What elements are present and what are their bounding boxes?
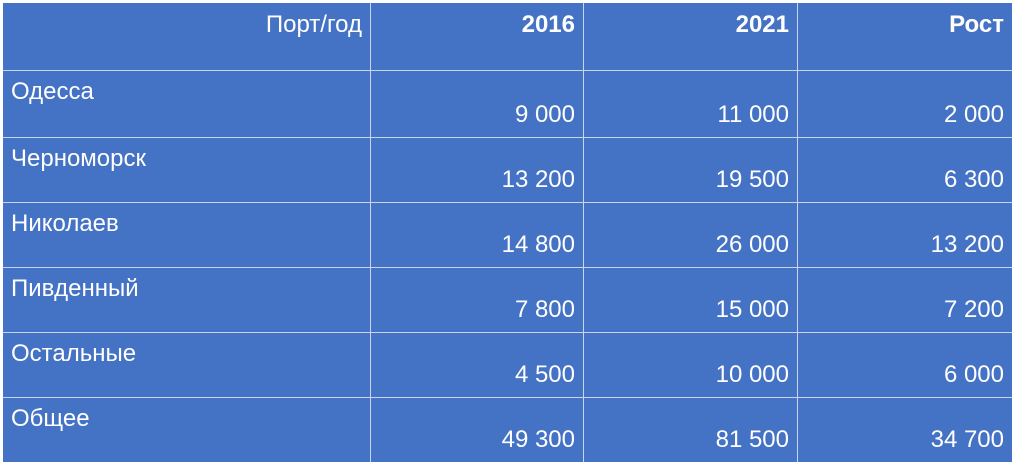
- value-cell-text: 49 300: [501, 426, 575, 453]
- value-cell-text: 15 000: [715, 296, 789, 323]
- value-cell: 9 000: [370, 70, 583, 137]
- header-cell: Порт/год: [3, 3, 370, 70]
- row-label-text: Пивденный: [11, 275, 139, 302]
- row-label: Николаев: [3, 202, 370, 267]
- column-divider: [797, 3, 798, 462]
- row-divider: [3, 202, 1012, 203]
- value-cell: 13 200: [370, 137, 583, 202]
- value-cell: 6 000: [797, 332, 1012, 397]
- value-cell: 7 800: [370, 267, 583, 332]
- value-cell-text: 4 500: [514, 361, 575, 388]
- value-cell-text: 7 200: [943, 296, 1004, 323]
- value-cell: 14 800: [370, 202, 583, 267]
- header-cell-text: Рост: [949, 11, 1004, 38]
- value-cell: 81 500: [583, 397, 797, 462]
- row-label: Остальные: [3, 332, 370, 397]
- row-label: Черноморск: [3, 137, 370, 202]
- value-cell-text: 6 300: [943, 166, 1004, 193]
- row-divider: [3, 397, 1012, 398]
- value-cell: 26 000: [583, 202, 797, 267]
- header-cell-text: Порт/год: [265, 11, 362, 38]
- row-label: Одесса: [3, 70, 370, 137]
- value-cell: 49 300: [370, 397, 583, 462]
- row-divider: [3, 267, 1012, 268]
- value-cell: 7 200: [797, 267, 1012, 332]
- value-cell-text: 9 000: [514, 101, 575, 128]
- row-label-text: Остальные: [11, 340, 137, 367]
- row-label: Общее: [3, 397, 370, 462]
- value-cell-text: 7 800: [514, 296, 575, 323]
- value-cell-text: 19 500: [715, 166, 789, 193]
- value-cell-text: 81 500: [715, 426, 789, 453]
- header-cell: 2016: [370, 3, 583, 70]
- row-divider: [3, 332, 1012, 333]
- value-cell: 15 000: [583, 267, 797, 332]
- column-divider: [583, 3, 584, 462]
- value-cell: 10 000: [583, 332, 797, 397]
- value-cell-text: 6 000: [943, 361, 1004, 388]
- row-divider: [3, 137, 1012, 138]
- data-table: Порт/год 2016 2021 Рост Одесса 9 000 11 000 2 0…: [3, 3, 1012, 462]
- header-cell-text: 2016: [521, 11, 575, 38]
- row-label: Пивденный: [3, 267, 370, 332]
- value-cell: 11 000: [583, 70, 797, 137]
- row-label-text: Общее: [11, 405, 90, 432]
- column-divider: [370, 3, 371, 462]
- value-cell: 19 500: [583, 137, 797, 202]
- value-cell-text: 34 700: [930, 426, 1004, 453]
- header-cell: Рост: [797, 3, 1012, 70]
- value-cell-text: 26 000: [715, 231, 789, 258]
- row-divider: [3, 70, 1012, 71]
- row-label-text: Николаев: [11, 210, 119, 237]
- row-label-text: Черноморск: [11, 145, 146, 172]
- value-cell-text: 14 800: [501, 231, 575, 258]
- value-cell: 2 000: [797, 70, 1012, 137]
- value-cell: 6 300: [797, 137, 1012, 202]
- header-cell-text: 2021: [735, 11, 789, 38]
- value-cell: 34 700: [797, 397, 1012, 462]
- value-cell-text: 13 200: [501, 166, 575, 193]
- value-cell-text: 2 000: [943, 101, 1004, 128]
- value-cell-text: 13 200: [930, 231, 1004, 258]
- row-label-text: Одесса: [11, 78, 94, 105]
- value-cell-text: 11 000: [717, 101, 789, 128]
- value-cell-text: 10 000: [715, 361, 789, 388]
- header-cell: 2021: [583, 3, 797, 70]
- value-cell: 13 200: [797, 202, 1012, 267]
- value-cell: 4 500: [370, 332, 583, 397]
